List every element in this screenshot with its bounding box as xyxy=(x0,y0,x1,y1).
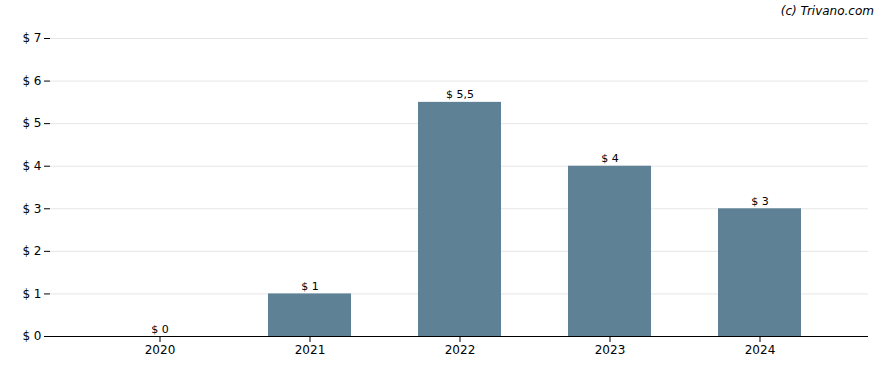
svg-text:$ 0: $ 0 xyxy=(151,323,169,336)
svg-text:$ 2: $ 2 xyxy=(22,244,41,258)
svg-text:$ 1: $ 1 xyxy=(301,280,319,293)
svg-text:2023: 2023 xyxy=(595,343,626,357)
svg-text:2020: 2020 xyxy=(145,343,176,357)
svg-text:$ 6: $ 6 xyxy=(22,74,41,88)
svg-text:$ 3: $ 3 xyxy=(22,202,41,216)
svg-text:$ 4: $ 4 xyxy=(22,159,41,173)
svg-text:$ 7: $ 7 xyxy=(22,31,41,45)
svg-text:$ 3: $ 3 xyxy=(751,195,769,208)
svg-text:$ 0: $ 0 xyxy=(22,329,41,343)
svg-text:$ 1: $ 1 xyxy=(22,287,41,301)
svg-text:$ 5,5: $ 5,5 xyxy=(446,88,474,101)
html-text:(c) Trivano.com: (c) Trivano.com xyxy=(780,4,874,18)
svg-text:2024: 2024 xyxy=(745,343,776,357)
svg-text:2022: 2022 xyxy=(445,343,476,357)
svg-text:$ 5: $ 5 xyxy=(22,116,41,130)
svg-text:2021: 2021 xyxy=(295,343,326,357)
svg-text:$ 4: $ 4 xyxy=(601,152,619,165)
